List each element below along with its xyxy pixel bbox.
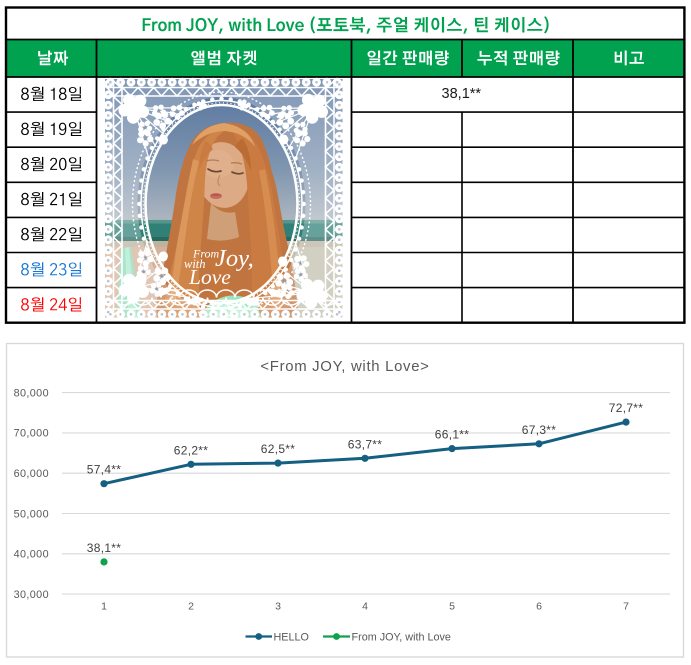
- svg-text:62,5**: 62,5**: [261, 442, 296, 456]
- svg-text:7: 7: [623, 601, 629, 613]
- svg-text:38,1**: 38,1**: [87, 541, 122, 555]
- svg-text:40,000: 40,000: [14, 549, 49, 561]
- svg-text:57,4**: 57,4**: [87, 462, 122, 476]
- svg-text:6: 6: [536, 601, 542, 613]
- svg-text:72,7**: 72,7**: [609, 401, 644, 415]
- svg-text:50,000: 50,000: [14, 508, 49, 520]
- svg-text:From JOY, with Love: From JOY, with Love: [352, 631, 451, 643]
- svg-text:From: From: [192, 247, 220, 261]
- svg-text:HELLO: HELLO: [274, 631, 309, 643]
- svg-text:67,3**: 67,3**: [522, 423, 557, 437]
- svg-text:3: 3: [275, 601, 281, 613]
- svg-text:4: 4: [362, 601, 368, 613]
- svg-text:63,7**: 63,7**: [348, 437, 383, 451]
- svg-text:1: 1: [101, 601, 107, 613]
- svg-text:38,1**: 38,1**: [442, 86, 482, 102]
- svg-text:<From JOY, with Love>: <From JOY, with Love>: [260, 359, 429, 375]
- svg-text:2: 2: [188, 601, 194, 613]
- svg-text:80,000: 80,000: [14, 387, 49, 399]
- svg-text:60,000: 60,000: [14, 468, 49, 480]
- svg-text:66,1**: 66,1**: [435, 428, 470, 442]
- svg-text:5: 5: [449, 601, 455, 613]
- svg-text:30,000: 30,000: [14, 589, 49, 601]
- svg-text:Joy,: Joy,: [215, 245, 254, 272]
- svg-text:with: with: [184, 257, 206, 271]
- svg-text:Love: Love: [188, 265, 231, 289]
- svg-text:70,000: 70,000: [14, 428, 49, 440]
- svg-text:62,2**: 62,2**: [174, 443, 209, 457]
